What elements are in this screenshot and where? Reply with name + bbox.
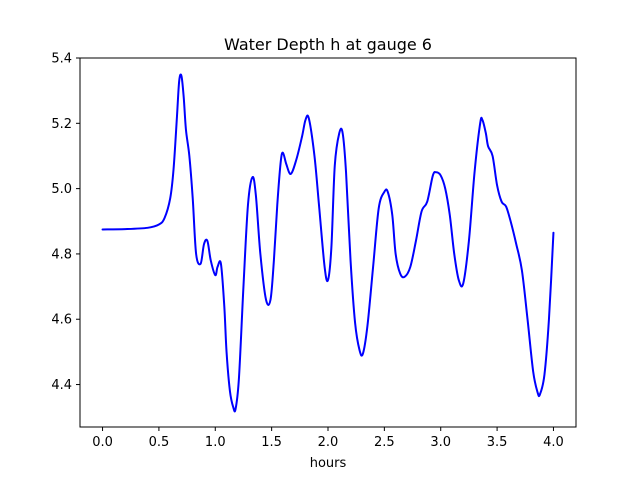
plot-area	[79, 57, 577, 428]
y-tick-label: 4.4	[51, 378, 72, 393]
series-line	[101, 73, 555, 413]
series-layer	[101, 73, 555, 413]
x-tick-label: 0.0	[92, 435, 113, 450]
x-tick-label: 1.5	[261, 435, 282, 450]
x-axis: 0.0 0.5 1.0 1.5 2.0 2.5 3.0 3.5 4.0	[92, 427, 564, 450]
y-tick-label: 5.2	[51, 117, 72, 132]
x-tick-label: 2.0	[318, 435, 339, 450]
y-tick-label: 5.4	[51, 52, 72, 67]
x-tick-label: 1.0	[205, 435, 226, 450]
plot-frame	[79, 57, 577, 428]
x-tick-label: 3.0	[430, 435, 451, 450]
y-tick-label: 5.0	[51, 182, 72, 197]
y-tick-label: 4.6	[51, 313, 72, 328]
x-tick-label: 0.5	[149, 435, 170, 450]
chart-title: Water Depth h at gauge 6	[224, 35, 432, 54]
x-tick-label: 3.5	[487, 435, 508, 450]
x-axis-label: hours	[310, 456, 347, 471]
y-tick-label: 4.8	[51, 247, 72, 262]
y-axis: 4.4 4.6 4.8 5.0 5.2 5.4	[51, 52, 80, 393]
x-tick-label: 2.5	[374, 435, 395, 450]
x-tick-label: 4.0	[543, 435, 564, 450]
